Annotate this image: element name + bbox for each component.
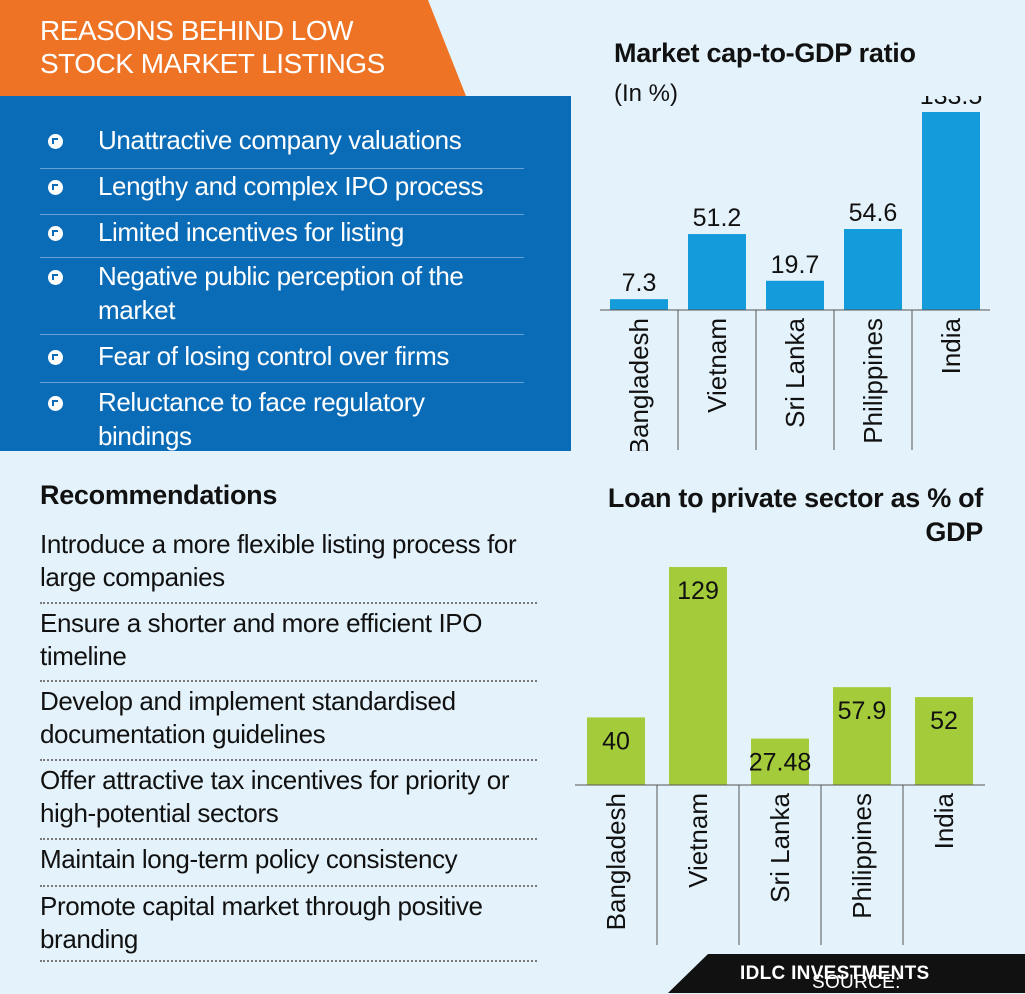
recommendation-text: Maintain long-term policy consistency — [40, 844, 458, 874]
category-label: Sri Lanka — [780, 317, 810, 427]
bar-sri-lanka — [751, 738, 809, 785]
reason-text: Unattractive company valuations — [98, 125, 462, 155]
bar-bangladesh — [610, 299, 668, 310]
category-label: Philippines — [858, 318, 888, 444]
chart1-subtitle: (In %) — [614, 80, 679, 107]
category-label: Bangladesh — [624, 318, 654, 451]
category-label: Bangladesh — [601, 793, 631, 930]
bar-philippines — [833, 687, 891, 785]
reason-text: Lengthy and complex IPO process — [98, 171, 484, 201]
source-value: IDLC INVESTMENTS — [740, 963, 930, 984]
source-note: SOURCE: IDLC INVESTMENTS — [668, 954, 1025, 993]
banner-title: REASONS BEHIND LOW STOCK MARKET LISTINGS — [40, 15, 385, 79]
loan-private-sector-chart: 40 Bangladesh 129 Vietnam 27.48 Sri Lanka 57.9… — [575, 567, 985, 945]
data-label: 40 — [602, 727, 630, 755]
bullet-arrow-icon — [48, 134, 63, 149]
category-label: Philippines — [847, 793, 877, 919]
market-cap-chart: 7.3 Bangladesh 51.2 Vietnam 19.7 Sri Lanka 54.… — [600, 96, 990, 451]
bullet-arrow-icon — [48, 180, 63, 195]
banner — [0, 0, 466, 96]
reason-item: Lengthy and complex IPO process — [40, 169, 524, 215]
recommendation-item: Introduce a more flexible listing proces… — [40, 528, 537, 604]
recommendation-text: Develop and implement standardised docum… — [40, 686, 456, 749]
category-label: India — [929, 792, 959, 849]
recommendation-item: Maintain long-term policy consistency — [40, 843, 537, 887]
category-label: India — [936, 317, 966, 374]
bar-vietnam — [669, 567, 727, 785]
bar-india — [915, 697, 973, 785]
recommendation-text: Ensure a shorter and more efficient IPO … — [40, 608, 483, 671]
reason-item: Negative public perception of the market — [40, 259, 524, 335]
recommendation-item: Promote capital market through positive … — [40, 890, 537, 962]
recommendation-text: Introduce a more flexible listing proces… — [40, 529, 517, 592]
reason-text: Fear of losing control over firms — [98, 341, 449, 371]
data-label: 129 — [677, 577, 719, 605]
bullet-arrow-icon — [48, 396, 63, 411]
category-label: Vietnam — [683, 793, 713, 888]
bar-sri-lanka — [766, 280, 824, 310]
reasons-list: Unattractive company valuations Lengthy … — [0, 96, 571, 451]
data-label: 57.9 — [838, 697, 887, 725]
chart1-title: Market cap-to-GDP ratio — [614, 38, 916, 68]
bullet-arrow-icon — [48, 270, 63, 285]
data-label: 52 — [930, 707, 958, 735]
recommendation-item: Offer attractive tax incentives for prio… — [40, 764, 537, 840]
source-label: SOURCE: — [812, 972, 901, 993]
recommendation-text: Offer attractive tax incentives for prio… — [40, 765, 510, 828]
bullet-arrow-icon — [48, 226, 63, 241]
reason-item: Limited incentives for listing — [40, 215, 524, 258]
chart2-title: Loan to private sector as % of GDP — [607, 483, 983, 547]
data-label: 51.2 — [693, 204, 742, 232]
recommendation-item: Ensure a shorter and more efficient IPO … — [40, 607, 537, 682]
bullet-arrow-icon — [48, 350, 63, 365]
data-label: 133.5 — [920, 96, 983, 110]
reason-text: Limited incentives for listing — [98, 217, 404, 247]
recommendation-item: Develop and implement standardised docum… — [40, 685, 537, 761]
data-label: 27.48 — [749, 749, 812, 777]
bar-bangladesh — [587, 717, 645, 785]
reason-item: Unattractive company valuations — [40, 123, 524, 169]
data-label: 7.3 — [622, 269, 657, 297]
recommendation-text: Promote capital market through positive … — [40, 891, 483, 954]
reason-item: Fear of losing control over firms — [40, 339, 524, 383]
reason-text: Negative public perception of the market — [98, 261, 464, 325]
bar-vietnam — [688, 234, 746, 310]
category-label: Vietnam — [702, 318, 732, 413]
data-label: 54.6 — [849, 199, 898, 227]
recommendations-title: Recommendations — [40, 480, 278, 510]
reason-item: Reluctance to face regulatory bindings — [40, 385, 524, 451]
category-label: Sri Lanka — [765, 792, 795, 902]
bar-india — [922, 112, 980, 310]
reason-text: Reluctance to face regulatory bindings — [98, 387, 425, 451]
data-label: 19.7 — [771, 251, 820, 279]
bar-philippines — [844, 229, 902, 310]
